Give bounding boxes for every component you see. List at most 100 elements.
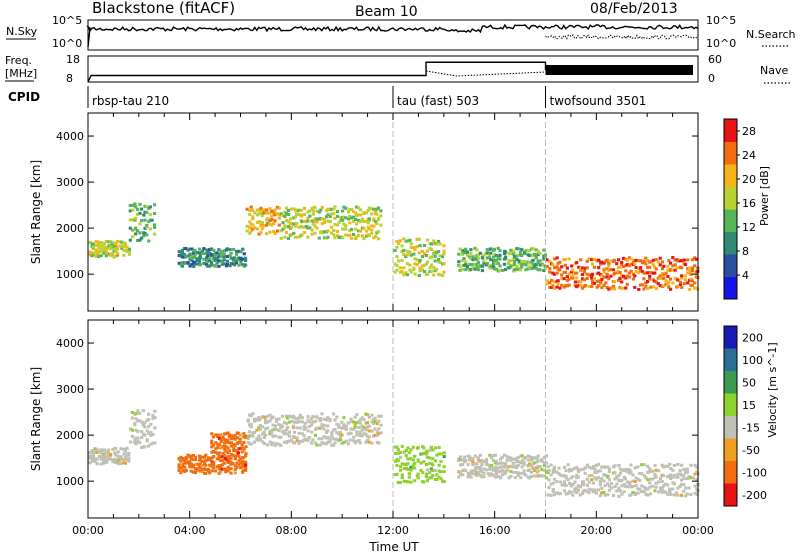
velocity-echo-point	[240, 446, 244, 450]
power-echo-point	[686, 267, 690, 271]
power-echo-point	[148, 205, 152, 209]
velocity-echo-point	[552, 493, 557, 497]
velocity-echo-point	[629, 485, 633, 489]
power-echo-point	[202, 257, 206, 261]
power-echo-point	[408, 238, 412, 242]
velocity-echo-point	[549, 473, 553, 477]
power-echo-point	[666, 282, 670, 286]
velocity-echo-point	[216, 433, 220, 437]
power-echo-point	[134, 226, 138, 230]
power-echo-point	[509, 264, 513, 268]
power-echo-point	[520, 262, 524, 266]
power-echo-point	[545, 264, 549, 268]
velocity-echo-point	[409, 457, 413, 461]
velocity-echo-point	[416, 446, 420, 450]
velocity-echo-point	[542, 456, 547, 460]
velocity-echo-point	[238, 446, 242, 450]
power-echo-point	[94, 243, 98, 247]
power-echo-point	[362, 220, 366, 224]
power-echo-point	[198, 256, 202, 260]
power-echo-point	[335, 229, 340, 233]
velocity-echo-point	[533, 461, 537, 465]
power-echo-point	[464, 247, 468, 251]
velocity-echo-point	[337, 423, 341, 427]
power-echo-point	[563, 263, 567, 267]
power-echo-point	[602, 284, 606, 287]
freq-left-label-1: Freq.	[5, 54, 32, 67]
power-echo-point	[425, 249, 430, 253]
power-echo-point	[542, 248, 546, 252]
power-echo-point	[605, 258, 609, 262]
power-echo-point	[213, 254, 217, 258]
velocity-echo-point	[274, 420, 279, 423]
velocity-echo-point	[466, 475, 470, 479]
power-echo-point	[184, 255, 188, 259]
noise-left-label: N.Sky	[6, 25, 38, 38]
power-echo-point	[556, 268, 560, 272]
power-echo-point	[233, 263, 237, 267]
power-echo-point	[370, 207, 374, 211]
power-echo-point	[213, 259, 217, 262]
power-echo-point	[326, 229, 330, 233]
velocity-echo-point	[211, 443, 216, 447]
power-echo-point	[475, 248, 479, 252]
power-echo-point	[96, 253, 100, 257]
power-echo-point	[219, 249, 223, 253]
power-echo-point	[393, 249, 397, 252]
velocity-echo-point	[424, 472, 428, 476]
velocity-echo-point	[489, 464, 494, 467]
velocity-echo-point	[538, 474, 542, 477]
velocity-echo-point	[114, 461, 118, 465]
velocity-echo-point	[104, 460, 109, 464]
velocity-echo-point	[123, 448, 127, 452]
velocity-echo-point	[99, 457, 103, 461]
velocity-echo-point	[264, 433, 268, 437]
power-echo-point	[259, 211, 263, 215]
velocity-echo-point	[320, 423, 324, 427]
velocity-echo-point	[476, 466, 480, 470]
power-echo-point	[639, 283, 643, 287]
power-echo-point	[498, 264, 502, 268]
colorbar-segment	[724, 231, 737, 255]
velocity-echo-point	[219, 440, 223, 444]
velocity-echo-point	[552, 477, 557, 481]
velocity-echo-point	[594, 463, 598, 467]
power-echo-point	[583, 266, 588, 270]
power-echo-point	[686, 281, 690, 285]
power-echo-point	[442, 262, 446, 266]
velocity-echo-point	[591, 464, 595, 468]
power-echo-point	[465, 253, 469, 257]
power-echo-point	[133, 202, 137, 206]
power-echo-point	[585, 272, 589, 276]
velocity-echo-point	[613, 477, 617, 481]
colorbar-segment	[724, 371, 737, 394]
velocity-echo-point	[264, 418, 268, 422]
velocity-echo-point	[622, 483, 626, 487]
power-echo-point	[270, 214, 274, 218]
velocity-echo-point	[307, 425, 311, 428]
velocity-echo-point	[638, 487, 642, 491]
velocity-echo-point	[496, 462, 500, 466]
velocity-echo-point	[258, 423, 262, 427]
velocity-echo-point	[326, 424, 330, 428]
velocity-echo-point	[229, 441, 234, 445]
power-echo-point	[676, 259, 680, 263]
velocity-echo-point	[204, 463, 208, 467]
power-echo-point	[153, 203, 157, 207]
velocity-echo-point	[320, 441, 324, 445]
velocity-echo-point	[678, 469, 682, 473]
power-echo-point	[602, 261, 606, 265]
velocity-echo-point	[358, 421, 362, 425]
power-echo-point	[680, 276, 684, 280]
velocity-echo-point	[680, 493, 684, 497]
velocity-echo-point	[99, 450, 103, 454]
velocity-echo-point	[216, 446, 220, 450]
velocity-echo-point	[210, 432, 214, 436]
velocity-echo-point	[179, 466, 183, 470]
power-echo-point	[360, 234, 364, 238]
velocity-echo-point	[538, 465, 542, 469]
power-echo-point	[438, 242, 442, 246]
velocity-echo-point	[569, 484, 573, 488]
power-echo-point	[646, 259, 650, 262]
velocity-echo-point	[406, 480, 410, 484]
